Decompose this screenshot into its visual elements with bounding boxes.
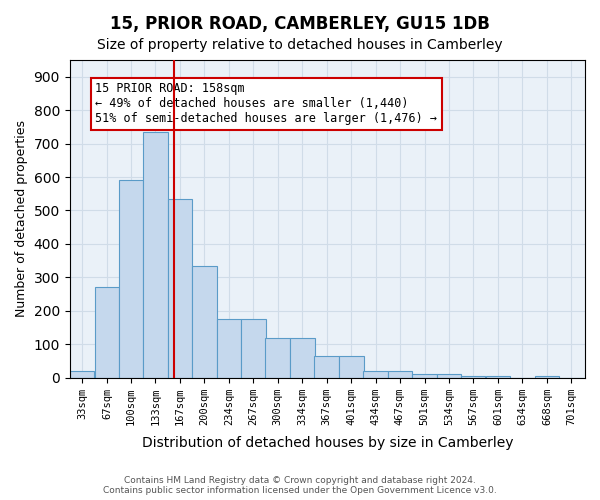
- Bar: [485, 376, 510, 378]
- Bar: [437, 374, 461, 378]
- Bar: [265, 338, 290, 378]
- Text: 15 PRIOR ROAD: 158sqm
← 49% of detached houses are smaller (1,440)
51% of semi-d: 15 PRIOR ROAD: 158sqm ← 49% of detached …: [95, 82, 437, 125]
- Text: 15, PRIOR ROAD, CAMBERLEY, GU15 1DB: 15, PRIOR ROAD, CAMBERLEY, GU15 1DB: [110, 15, 490, 33]
- X-axis label: Distribution of detached houses by size in Camberley: Distribution of detached houses by size …: [142, 436, 513, 450]
- Bar: [95, 288, 119, 378]
- Bar: [290, 338, 314, 378]
- Bar: [388, 371, 412, 378]
- Y-axis label: Number of detached properties: Number of detached properties: [15, 120, 28, 318]
- Bar: [412, 374, 437, 378]
- Bar: [314, 356, 339, 378]
- Text: Contains HM Land Registry data © Crown copyright and database right 2024.
Contai: Contains HM Land Registry data © Crown c…: [103, 476, 497, 495]
- Bar: [535, 376, 559, 378]
- Bar: [168, 199, 193, 378]
- Bar: [192, 266, 217, 378]
- Bar: [143, 132, 167, 378]
- Bar: [119, 180, 143, 378]
- Bar: [217, 319, 241, 378]
- Bar: [70, 371, 94, 378]
- Bar: [364, 371, 388, 378]
- Text: Size of property relative to detached houses in Camberley: Size of property relative to detached ho…: [97, 38, 503, 52]
- Bar: [461, 376, 485, 378]
- Bar: [339, 356, 364, 378]
- Bar: [241, 319, 266, 378]
